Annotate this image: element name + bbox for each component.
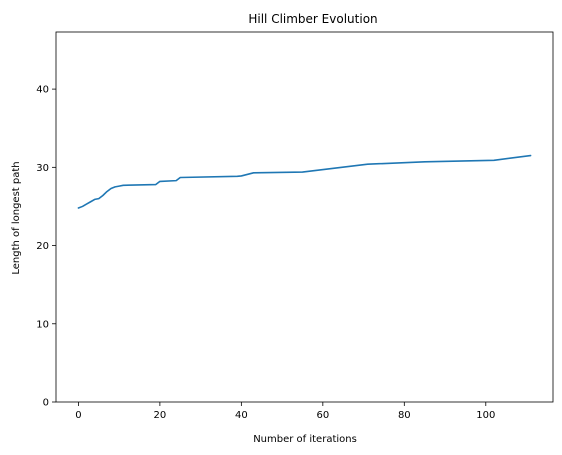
y-tick-label: 30 <box>36 163 49 174</box>
plot-frame <box>55 31 554 403</box>
series-line-0 <box>77 154 532 209</box>
x-tick-label: 40 <box>235 410 248 421</box>
y-axis-ticks: 0 10 20 30 40 <box>36 85 56 409</box>
chart-title: Hill Climber Evolution <box>248 12 377 26</box>
x-tick-label: 100 <box>476 410 495 421</box>
x-tick-label: 20 <box>154 410 167 421</box>
y-axis-label: Length of longest path <box>11 161 22 274</box>
x-tick-label: 80 <box>398 410 411 421</box>
y-tick-label: 10 <box>36 319 49 330</box>
x-tick-label: 60 <box>316 410 329 421</box>
x-axis-label: Number of iterations <box>253 434 357 445</box>
y-tick-label: 0 <box>43 398 49 409</box>
y-tick-label: 20 <box>36 241 49 252</box>
plot-area <box>77 154 532 209</box>
x-axis-ticks: 0 20 40 60 80 100 <box>75 402 495 421</box>
y-tick-label: 40 <box>36 85 49 96</box>
x-tick-label: 0 <box>75 410 81 421</box>
